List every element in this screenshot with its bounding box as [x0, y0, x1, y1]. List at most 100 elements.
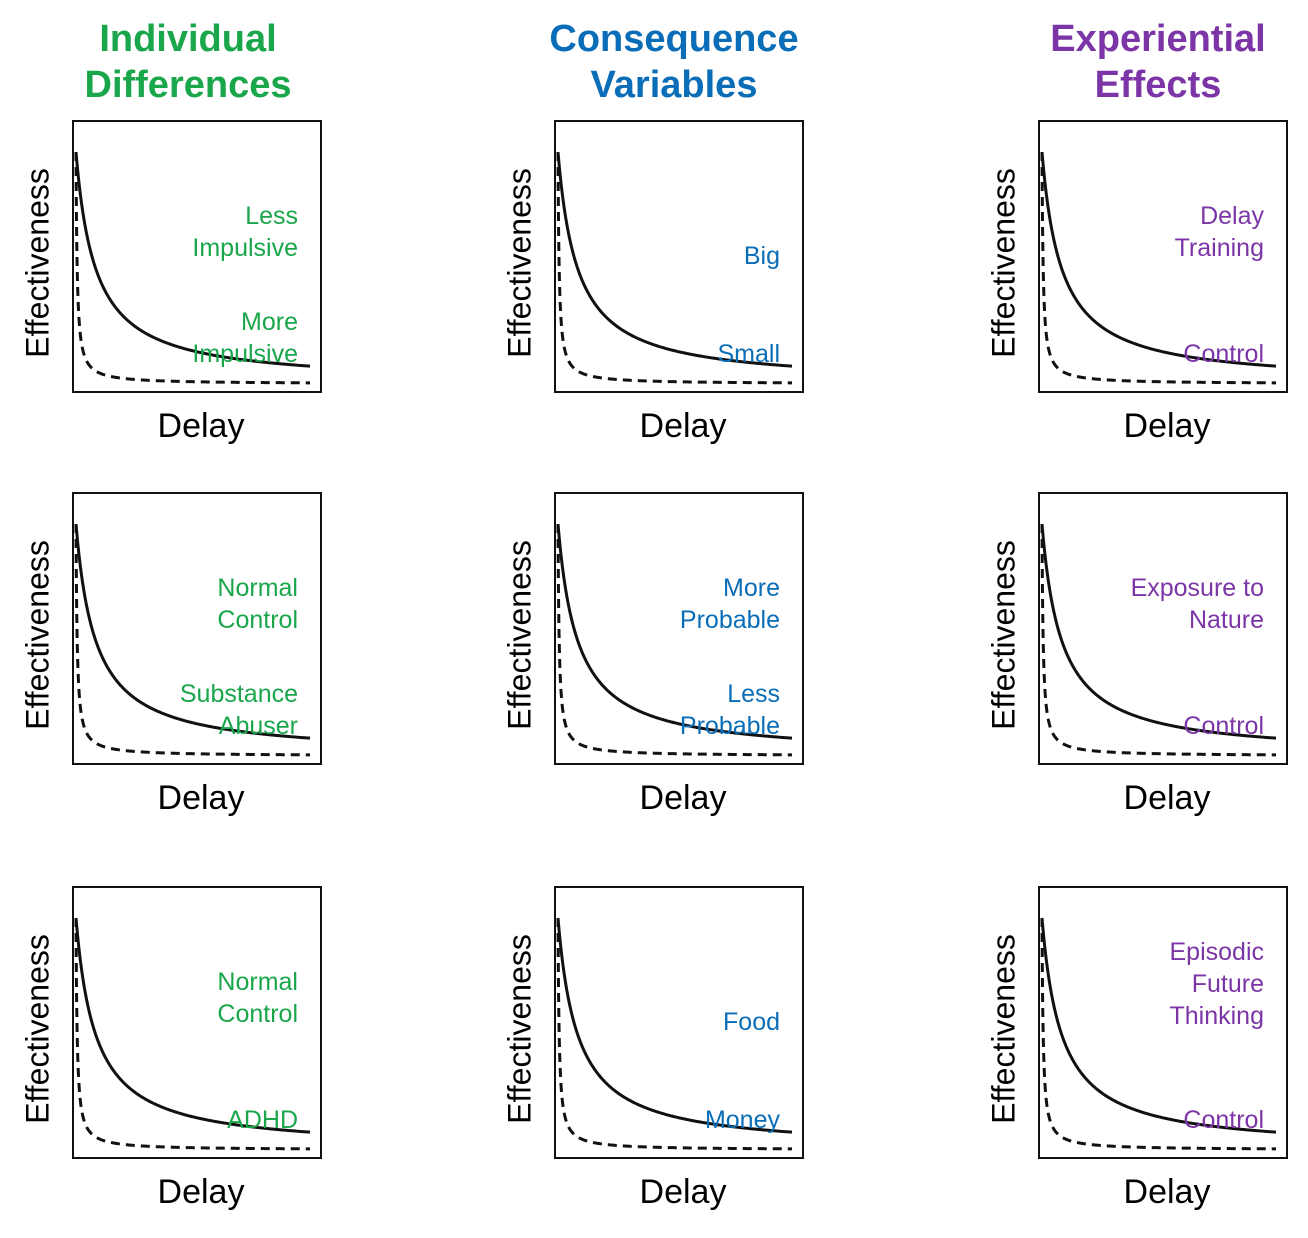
plot-area: Less Impulsive More Impulsive [72, 120, 322, 393]
dashed-discount-curve [74, 151, 311, 385]
series-label-line: Big [743, 242, 780, 270]
series-label-line: Small [717, 340, 780, 368]
series-label-line: Substance [179, 680, 298, 708]
x-axis-label: Delay [157, 1173, 245, 1211]
solid-series-label: Episodic Future Thinking [1170, 936, 1265, 1032]
title-line: Differences [84, 64, 292, 106]
x-axis-label: Delay [1123, 1173, 1211, 1211]
plot-svg [556, 523, 793, 757]
dashed-series-label: Control [1183, 1104, 1264, 1136]
y-axis-label: Effectiveness [19, 933, 56, 1124]
solid-discount-curve [1040, 917, 1277, 1134]
column-title-experiential-effects: Experiential Effects [988, 16, 1308, 108]
plot-area: Big Small [554, 120, 804, 393]
series-label-line: Normal [217, 968, 298, 996]
y-axis-label: Effectiveness [501, 933, 538, 1124]
series-label-line: Normal [217, 574, 298, 602]
dashed-discount-curve [1040, 917, 1277, 1151]
y-axis-label: Effectiveness [19, 167, 56, 358]
plot-svg [74, 523, 311, 757]
plot-svg [1040, 917, 1277, 1151]
x-axis-label: Delay [157, 407, 245, 445]
column-title-individual-differences: Individual Differences [18, 16, 358, 108]
y-axis-label: Effectiveness [501, 167, 538, 358]
solid-series-label: Food [723, 1006, 780, 1038]
series-label-line: Impulsive [192, 234, 298, 262]
series-label-line: Nature [1188, 606, 1264, 634]
plot-area: Delay Training Control [1038, 120, 1288, 393]
title-line: Individual [99, 18, 277, 60]
series-label-line: Money [704, 1106, 780, 1134]
series-label-line: Delay [1200, 202, 1264, 230]
solid-discount-curve [74, 523, 311, 740]
plot-svg [74, 151, 311, 385]
plot-area: Exposure to Nature Control [1038, 492, 1288, 765]
solid-discount-curve [74, 151, 311, 368]
series-label-line: Control [217, 1000, 298, 1028]
y-axis-label: Effectiveness [19, 539, 56, 730]
dashed-discount-curve [1040, 523, 1277, 757]
plot-area: Episodic Future Thinking Control [1038, 886, 1288, 1159]
dashed-discount-curve [74, 917, 311, 1151]
dashed-series-label: Money [705, 1104, 780, 1136]
series-label-line: Control [1183, 712, 1264, 740]
series-label-line: Thinking [1169, 1002, 1265, 1030]
x-axis-label: Delay [639, 407, 727, 445]
series-label-line: Abuser [218, 712, 298, 740]
dashed-series-label: Control [1183, 710, 1264, 742]
dashed-discount-curve [556, 523, 793, 757]
y-axis-label: Effectiveness [985, 167, 1022, 358]
y-axis-label: Effectiveness [985, 933, 1022, 1124]
x-axis-label: Delay [639, 1173, 727, 1211]
x-axis-label: Delay [1123, 407, 1211, 445]
dashed-discount-curve [556, 917, 793, 1151]
y-axis-label: Effectiveness [985, 539, 1022, 730]
solid-discount-curve [1040, 151, 1277, 368]
plot-area: Normal Control Substance Abuser [72, 492, 322, 765]
series-label-line: Control [1183, 1106, 1264, 1134]
dashed-series-label: Substance Abuser [180, 678, 298, 742]
plot-area: Food Money [554, 886, 804, 1159]
series-label-line: Control [1183, 340, 1264, 368]
plot-area: Normal Control ADHD [72, 886, 322, 1159]
plot-svg [74, 917, 311, 1151]
series-label-line: More [723, 574, 780, 602]
series-label-line: Training [1174, 234, 1264, 262]
solid-discount-curve [1040, 523, 1277, 740]
y-axis-label: Effectiveness [501, 539, 538, 730]
series-label-line: Food [723, 1008, 780, 1036]
x-axis-label: Delay [1123, 779, 1211, 817]
title-line: Variables [590, 64, 758, 106]
solid-series-label: More Probable [680, 572, 780, 636]
solid-discount-curve [556, 523, 793, 740]
solid-series-label: Normal Control [217, 966, 298, 1030]
solid-series-label: Less Impulsive [192, 200, 298, 264]
title-line: Consequence [549, 18, 799, 60]
solid-discount-curve [556, 917, 793, 1134]
dashed-series-label: ADHD [227, 1104, 298, 1136]
series-label-line: Exposure to [1130, 574, 1264, 602]
solid-series-label: Delay Training [1175, 200, 1264, 264]
series-label-line: Probable [679, 606, 780, 634]
solid-series-label: Exposure to Nature [1131, 572, 1264, 636]
series-label-line: Episodic [1169, 938, 1265, 966]
series-label-line: Less [245, 202, 298, 230]
plot-svg [1040, 151, 1277, 385]
x-axis-label: Delay [639, 779, 727, 817]
plot-svg [556, 151, 793, 385]
series-label-line: Impulsive [192, 340, 298, 368]
solid-discount-curve [556, 151, 793, 368]
plot-svg [556, 917, 793, 1151]
title-line: Effects [1094, 64, 1222, 106]
plot-area: More Probable Less Probable [554, 492, 804, 765]
x-axis-label: Delay [157, 779, 245, 817]
series-label-line: More [241, 308, 298, 336]
plot-svg [1040, 523, 1277, 757]
series-label-line: Control [217, 606, 298, 634]
solid-series-label: Big [744, 240, 780, 272]
dashed-series-label: Less Probable [680, 678, 780, 742]
dashed-series-label: Control [1183, 338, 1264, 370]
dashed-series-label: Small [717, 338, 780, 370]
series-label-line: Probable [679, 712, 780, 740]
solid-series-label: Normal Control [217, 572, 298, 636]
